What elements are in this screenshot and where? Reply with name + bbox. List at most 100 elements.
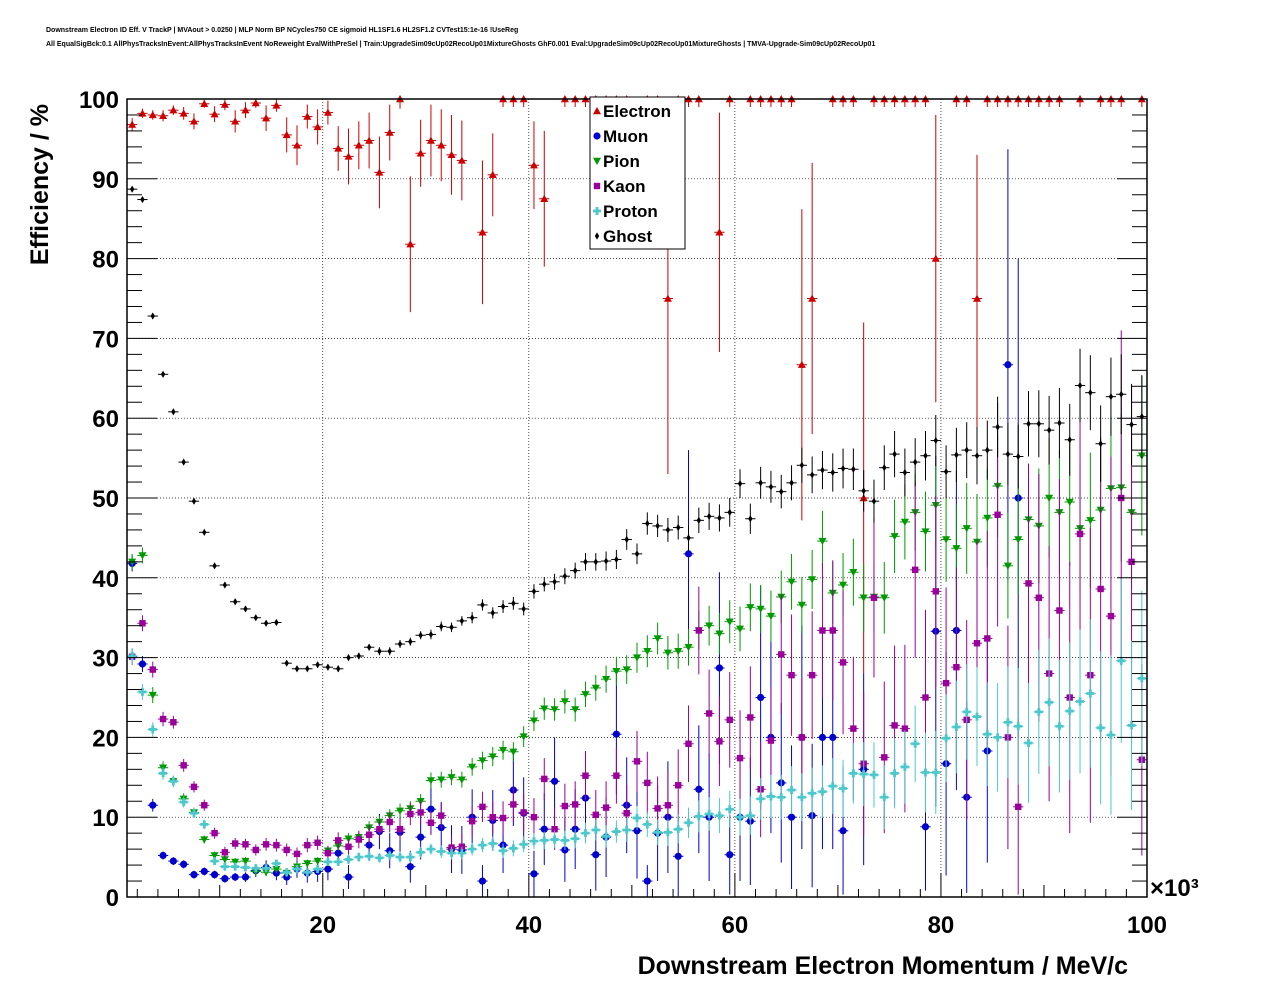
triangle-up-marker <box>447 150 456 159</box>
pion-point <box>518 726 529 747</box>
legend-entry-kaon: Kaon <box>593 177 646 196</box>
diamond-marker <box>779 488 784 496</box>
muon-point <box>1002 149 1014 581</box>
triangle-up-marker <box>529 161 538 169</box>
cross-marker <box>169 777 178 786</box>
electron-point <box>446 114 457 195</box>
electron-point <box>992 95 1003 107</box>
legend-box <box>589 96 686 250</box>
diamond-marker <box>305 665 310 673</box>
cross-marker <box>612 827 621 836</box>
electron-point <box>559 95 571 107</box>
circle-marker <box>695 785 703 793</box>
pion-point <box>528 710 540 732</box>
proton-point <box>384 850 395 861</box>
triangle-down-marker <box>766 612 775 621</box>
electron-point <box>910 95 921 107</box>
diamond-marker <box>490 609 495 617</box>
pion-point <box>497 740 509 760</box>
triangle-up-marker <box>365 136 374 144</box>
ghost-point <box>580 553 591 571</box>
triangle-up-marker <box>169 106 178 114</box>
cross-marker <box>354 853 363 862</box>
triangle-up-marker <box>478 228 487 236</box>
cross-marker <box>396 853 405 862</box>
proton-point <box>1116 578 1127 743</box>
cross-marker <box>633 813 641 822</box>
muon-point <box>693 725 704 854</box>
pion-point <box>683 628 694 666</box>
cross-marker <box>437 847 446 856</box>
ghost-point <box>796 447 807 483</box>
diamond-marker <box>1077 381 1083 390</box>
electron-point <box>497 95 509 107</box>
kaon-point <box>1023 463 1034 704</box>
square-marker <box>499 814 507 822</box>
circle-marker <box>715 664 724 672</box>
proton-point <box>992 683 1003 792</box>
diamond-marker <box>325 663 331 671</box>
diamond-marker <box>676 523 681 532</box>
diamond-marker <box>912 458 918 466</box>
electron-point <box>199 99 210 108</box>
kaon-point <box>776 594 787 715</box>
proton-point <box>281 868 292 877</box>
cross-marker <box>766 792 775 801</box>
cross-marker <box>725 805 734 814</box>
diamond-marker <box>799 461 805 469</box>
proton-point <box>982 682 993 787</box>
proton-point <box>157 766 169 780</box>
triangle-down-marker <box>612 667 621 676</box>
proton-point <box>291 865 303 874</box>
pion-point <box>600 665 612 693</box>
kaon-point <box>693 586 704 675</box>
cross-marker <box>663 828 672 837</box>
kaon-point <box>240 838 251 850</box>
cross-marker <box>282 868 291 877</box>
electron-point <box>333 126 344 171</box>
kaon-point <box>137 615 148 632</box>
electron-point <box>930 114 941 403</box>
square-marker <box>324 849 332 857</box>
muon-point <box>230 873 241 882</box>
cross-marker <box>262 864 271 873</box>
square-marker <box>685 740 692 747</box>
chart-title-line-2: All EqualSigBck:0.1 AllPhysTracksInEvent… <box>46 41 876 48</box>
cross-marker <box>1096 723 1105 732</box>
diamond-marker <box>614 555 619 564</box>
cross-marker <box>478 841 487 850</box>
diamond-marker <box>469 614 475 622</box>
proton-point <box>631 806 643 830</box>
cross-marker <box>859 770 868 779</box>
kaon-point <box>786 614 797 736</box>
square-marker <box>582 772 589 779</box>
proton-point <box>508 840 519 857</box>
electron-point <box>755 95 766 107</box>
diamond-marker <box>408 638 413 646</box>
electron-point <box>920 95 931 107</box>
cross-marker <box>499 846 508 855</box>
ghost-point <box>446 622 457 633</box>
ghost-point <box>487 607 498 619</box>
muon-point <box>137 656 148 672</box>
kaon-point <box>343 838 354 855</box>
pion-point <box>786 553 797 610</box>
pion-point <box>734 606 746 652</box>
proton-point <box>580 822 591 844</box>
triangle-down-marker <box>684 644 693 652</box>
muon-point <box>157 851 169 860</box>
pion-point <box>755 584 766 633</box>
circle-marker <box>406 863 414 871</box>
triangle-down-marker <box>746 604 755 612</box>
triangle-down-marker <box>622 666 631 674</box>
kaon-point <box>559 783 571 829</box>
circle-marker <box>169 857 177 865</box>
cross-marker <box>210 857 219 866</box>
proton-point <box>1033 649 1044 775</box>
proton-point <box>188 808 200 818</box>
proton-point <box>374 853 385 863</box>
electron-point <box>889 95 900 107</box>
diamond-marker <box>521 605 526 613</box>
electron-point <box>580 95 591 107</box>
ghost-point <box>776 474 787 509</box>
